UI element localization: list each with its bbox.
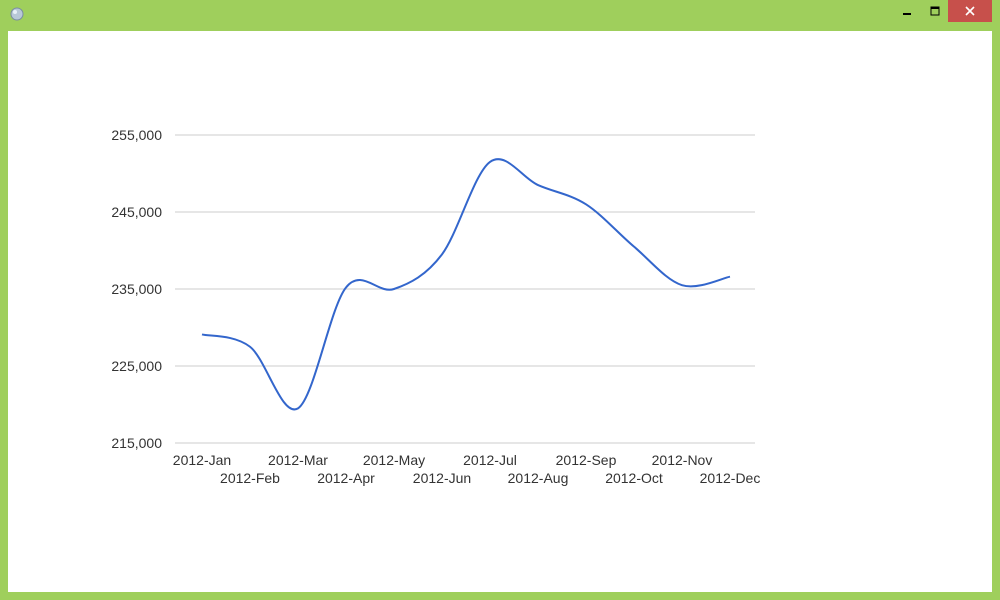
close-button[interactable] xyxy=(948,0,992,22)
x-tick-label: 2012-May xyxy=(363,452,425,468)
x-tick-label: 2012-Aug xyxy=(508,470,569,486)
x-tick-label: 2012-Jun xyxy=(413,470,471,486)
maximize-button[interactable] xyxy=(922,0,948,22)
maximize-icon xyxy=(930,6,940,16)
x-tick-label: 2012-Nov xyxy=(652,452,713,468)
x-tick-label: 2012-Sep xyxy=(556,452,617,468)
series-group xyxy=(201,158,731,411)
x-tick-label: 2012-Jul xyxy=(463,452,517,468)
gridlines xyxy=(175,134,755,444)
y-tick-label: 255,000 xyxy=(111,127,162,143)
y-tick-label: 215,000 xyxy=(111,435,162,451)
x-tick-label: 2012-Feb xyxy=(220,470,280,486)
x-tick-label: 2012-Oct xyxy=(605,470,663,486)
x-tick-label: 2012-Jan xyxy=(173,452,231,468)
minimize-icon xyxy=(903,13,911,15)
x-tick-label: 2012-Mar xyxy=(268,452,328,468)
minimize-button[interactable] xyxy=(894,0,920,22)
y-tick-label: 225,000 xyxy=(111,358,162,374)
x-axis-ticks: 2012-Jan 2012-Feb 2012-Mar 2012-Apr 2012-May… xyxy=(173,452,761,486)
x-tick-label: 2012-Dec xyxy=(700,470,761,486)
title-bar[interactable] xyxy=(0,0,1000,30)
series-line xyxy=(201,158,731,411)
y-axis-ticks: 215,000 225,000 235,000 245,000 255,000 xyxy=(111,127,162,451)
x-tick-label: 2012-Apr xyxy=(317,470,375,486)
app-icon xyxy=(10,7,24,21)
close-icon xyxy=(965,6,975,16)
y-tick-label: 235,000 xyxy=(111,281,162,297)
line-chart: 215,000 225,000 235,000 245,000 255,000 2012… xyxy=(111,127,761,486)
y-tick-label: 245,000 xyxy=(111,204,162,220)
chart-area: 215,000 225,000 235,000 245,000 255,000 2012… xyxy=(8,31,992,592)
